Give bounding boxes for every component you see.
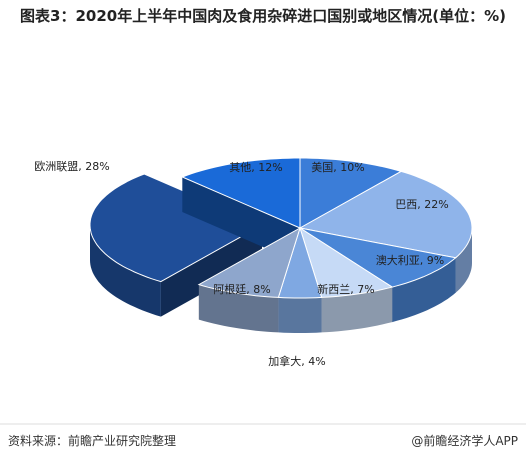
- data-label: 美国, 10%: [311, 161, 364, 174]
- pie-slice: [299, 227, 457, 288]
- pie-slice: [299, 157, 403, 229]
- credit: @前瞻经济学人APP: [411, 434, 518, 448]
- data-label: 其他, 12%: [229, 161, 282, 174]
- slice-wall: [198, 284, 279, 333]
- pie-slice: [197, 226, 301, 298]
- pie-slice: [299, 226, 394, 298]
- data-label: 欧洲联盟, 28%: [34, 160, 109, 173]
- slice-wall: [392, 257, 456, 323]
- slice-wall: [90, 225, 161, 317]
- data-label: 阿根廷, 8%: [213, 282, 270, 296]
- slice-wall: [321, 287, 393, 333]
- slice-side: [182, 177, 300, 263]
- chart-title: 图表3：2020年上半年中国肉及食用杂碎进口国别或地区情况(单位：%): [20, 7, 506, 25]
- data-label: 澳大利亚, 9%: [376, 253, 444, 267]
- data-label: 加拿大, 4%: [268, 354, 325, 368]
- pie-slice: [89, 173, 264, 283]
- slice-wall: [278, 297, 322, 333]
- data-label: 新西兰, 7%: [317, 282, 374, 296]
- pie-slice: [277, 226, 323, 299]
- pie-slice: [180, 157, 301, 229]
- data-label: 巴西, 22%: [395, 198, 448, 211]
- source-note: 资料来源：前瞻产业研究院整理: [8, 434, 177, 448]
